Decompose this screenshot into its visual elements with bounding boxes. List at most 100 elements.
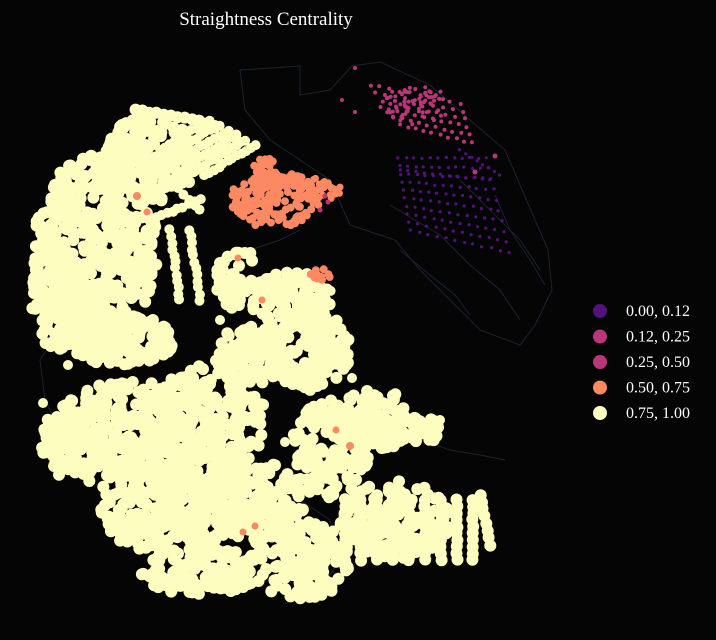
node-point [441,183,445,187]
node-point [428,101,433,106]
node-point [147,259,160,272]
node-point [472,176,476,180]
node-point [439,119,444,124]
node-point [422,115,427,120]
node-point [250,140,261,151]
node-point [405,212,409,216]
node-point [253,278,266,291]
node-point [210,120,220,130]
node-point [393,94,398,99]
node-point [435,235,439,239]
node-point [320,411,333,423]
node-point [351,500,364,512]
node-point [377,84,382,89]
node-point [233,192,242,201]
node-point [347,373,357,383]
node-point [329,462,342,474]
node-point [313,306,326,319]
node-points [26,66,511,605]
node-point [97,421,110,434]
street-network-edges [39,61,553,591]
node-point [239,204,248,213]
node-point [464,152,468,156]
node-point [470,242,475,246]
node-point [314,539,327,552]
node-point [495,198,499,203]
node-point [211,264,224,277]
node-point [324,355,337,368]
node-point [420,156,424,160]
node-point [387,389,399,402]
node-point [405,205,409,209]
node-point [407,85,412,90]
node-point [462,204,466,208]
node-point [257,398,269,411]
node-point [33,220,46,233]
node-point [423,215,427,219]
node-point [504,240,508,244]
node-point [69,302,81,315]
node-point [65,273,78,286]
node-point [440,503,453,515]
node-point [412,113,417,118]
node-point [308,411,321,424]
node-point [408,228,412,232]
node-point [507,251,511,255]
node-point [145,173,158,186]
node-point [315,180,323,188]
network-street [249,229,301,251]
node-point [167,461,180,474]
node-point [304,177,312,185]
node-point [324,270,333,279]
node-point [120,287,133,300]
node-point [95,323,108,336]
node-point [266,527,279,540]
node-point [120,272,133,284]
node-point [251,522,259,530]
node-point [333,186,341,194]
node-point [100,145,113,157]
node-point [70,288,82,301]
node-point [396,156,400,160]
node-point [128,259,141,272]
node-point [190,487,203,500]
node-point [356,395,369,408]
node-point [170,262,180,273]
legend-marker [593,355,607,369]
node-point [98,279,111,292]
node-point [378,105,383,109]
node-point [54,266,67,279]
node-point [248,294,260,307]
node-point [451,553,464,566]
network-street [494,194,546,286]
node-point [225,567,238,580]
node-point [398,168,402,172]
node-point [265,206,274,215]
node-point [489,246,494,250]
node-point [210,354,222,367]
node-point [443,227,447,231]
node-point [39,337,52,349]
node-point [247,510,260,523]
node-point [173,282,184,292]
node-point [304,581,317,593]
node-point [300,438,313,451]
node-point [406,431,419,444]
node-point [441,97,445,102]
node-point [227,268,240,281]
node-point [390,483,403,496]
node-point [301,359,314,371]
node-point [492,153,498,159]
node-point [428,492,441,505]
node-point [425,519,438,532]
node-point [444,155,448,159]
node-point [318,275,326,284]
node-point [192,269,203,280]
node-point [153,545,166,558]
node-point [126,521,139,534]
node-point [119,315,132,328]
node-point [346,517,359,530]
node-point [258,296,266,304]
node-point [250,536,263,549]
network-outline [239,61,553,346]
